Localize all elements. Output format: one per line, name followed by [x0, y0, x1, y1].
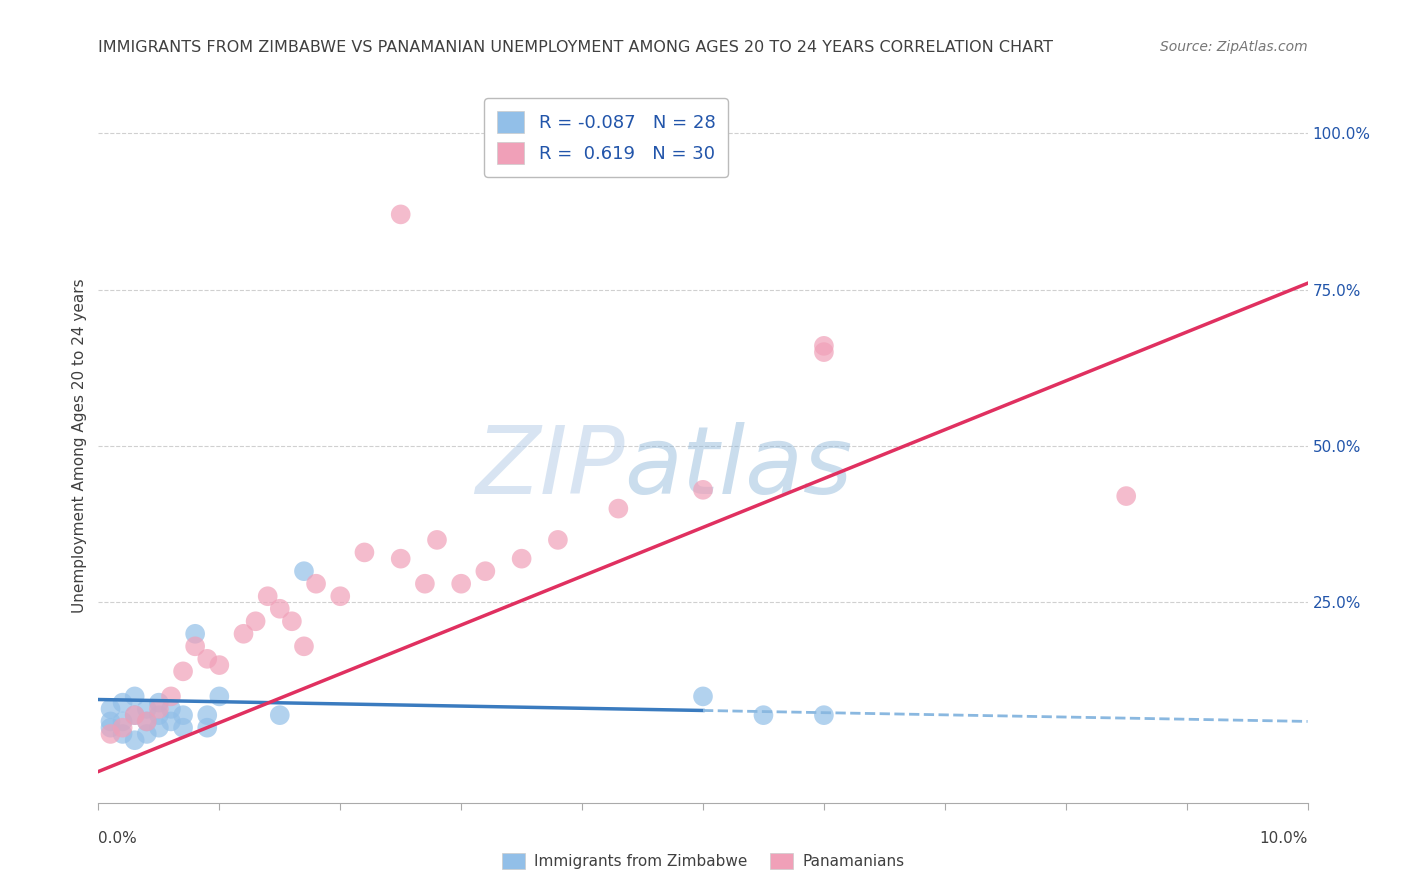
Legend: Immigrants from Zimbabwe, Panamanians: Immigrants from Zimbabwe, Panamanians — [495, 847, 911, 875]
Text: 10.0%: 10.0% — [1260, 831, 1308, 846]
Text: IMMIGRANTS FROM ZIMBABWE VS PANAMANIAN UNEMPLOYMENT AMONG AGES 20 TO 24 YEARS CO: IMMIGRANTS FROM ZIMBABWE VS PANAMANIAN U… — [98, 40, 1053, 55]
Point — [692, 690, 714, 704]
Point — [269, 601, 291, 615]
Point — [547, 533, 569, 547]
Point — [269, 708, 291, 723]
Point — [195, 721, 218, 735]
Point — [353, 545, 375, 559]
Point — [232, 627, 254, 641]
Point — [1115, 489, 1137, 503]
Point — [256, 589, 278, 603]
Point — [281, 614, 304, 628]
Point — [172, 708, 194, 723]
Point — [111, 727, 134, 741]
Point — [813, 708, 835, 723]
Point — [124, 708, 146, 723]
Point — [148, 721, 170, 735]
Point — [135, 727, 157, 741]
Point — [160, 690, 183, 704]
Point — [100, 702, 122, 716]
Point — [305, 576, 328, 591]
Point — [172, 721, 194, 735]
Point — [813, 345, 835, 359]
Point — [329, 589, 352, 603]
Text: atlas: atlas — [624, 422, 852, 513]
Legend: R = -0.087   N = 28, R =  0.619   N = 30: R = -0.087 N = 28, R = 0.619 N = 30 — [485, 98, 728, 177]
Point — [172, 665, 194, 679]
Point — [184, 627, 207, 641]
Point — [413, 576, 436, 591]
Point — [450, 576, 472, 591]
Point — [474, 564, 496, 578]
Point — [100, 727, 122, 741]
Point — [124, 690, 146, 704]
Text: Source: ZipAtlas.com: Source: ZipAtlas.com — [1160, 40, 1308, 54]
Point — [111, 721, 134, 735]
Point — [124, 733, 146, 747]
Point — [111, 696, 134, 710]
Point — [510, 551, 533, 566]
Point — [148, 702, 170, 716]
Y-axis label: Unemployment Among Ages 20 to 24 years: Unemployment Among Ages 20 to 24 years — [72, 278, 87, 614]
Point — [135, 714, 157, 729]
Point — [389, 551, 412, 566]
Point — [195, 708, 218, 723]
Point — [160, 702, 183, 716]
Text: ZIP: ZIP — [475, 422, 624, 513]
Point — [100, 721, 122, 735]
Point — [100, 714, 122, 729]
Point — [426, 533, 449, 547]
Point — [292, 640, 315, 654]
Point — [245, 614, 267, 628]
Point — [135, 714, 157, 729]
Point — [752, 708, 775, 723]
Point — [135, 702, 157, 716]
Point — [148, 696, 170, 710]
Point — [111, 714, 134, 729]
Point — [389, 207, 412, 221]
Text: 0.0%: 0.0% — [98, 831, 138, 846]
Point — [195, 652, 218, 666]
Point — [184, 640, 207, 654]
Point — [292, 564, 315, 578]
Point — [607, 501, 630, 516]
Point — [208, 658, 231, 673]
Point — [124, 708, 146, 723]
Point — [813, 339, 835, 353]
Point — [692, 483, 714, 497]
Point — [148, 708, 170, 723]
Point — [208, 690, 231, 704]
Point — [160, 714, 183, 729]
